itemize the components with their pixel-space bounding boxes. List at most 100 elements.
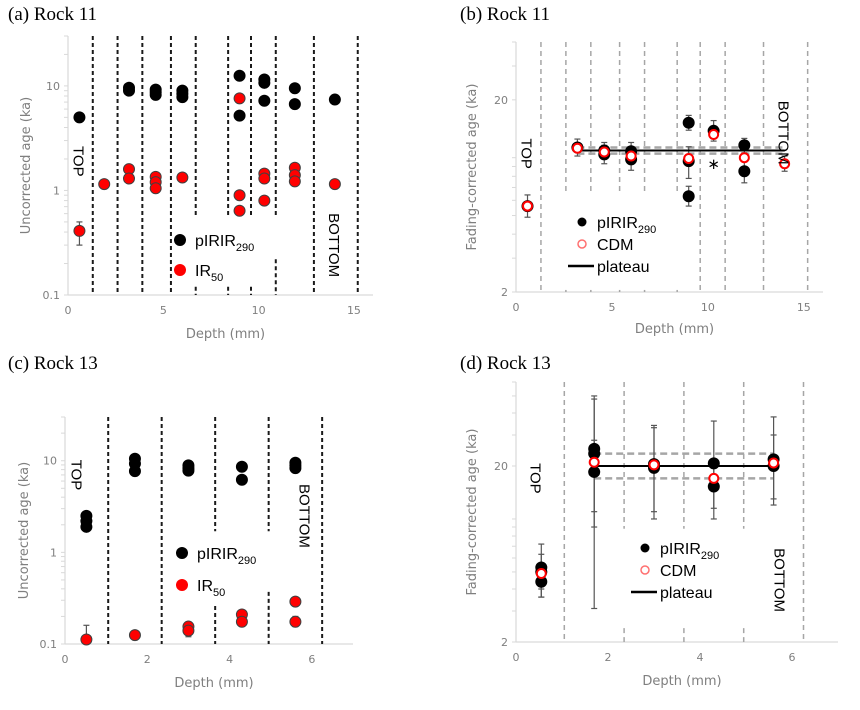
data-point-ir50	[233, 189, 246, 202]
data-point-pirir290	[123, 81, 135, 94]
legend-label-main: IR	[195, 263, 211, 280]
y-tick-label: 20	[494, 460, 508, 473]
legend-marker-ir50	[176, 579, 188, 591]
top-label: TOP	[527, 463, 544, 494]
panel-title: (a) Rock 11	[8, 4, 97, 25]
y-axis-label: Fading-corrected age (ka)	[465, 84, 480, 251]
data-point-pirir290	[258, 76, 271, 89]
data-point-pirir290	[288, 82, 301, 95]
data-point-pirir290	[328, 93, 341, 106]
data-point-cdm	[708, 129, 720, 141]
data-point-ir50	[235, 615, 248, 628]
data-point-cdm	[522, 200, 534, 212]
y-tick-label: 2	[501, 636, 508, 649]
legend-label: pIRIR290	[197, 546, 256, 567]
legend-marker-pirir290	[577, 217, 587, 227]
panel-a-rock11-uncorrected: (a) Rock 11 0.1 1 10 0 5 10 15 Depth (mm) Uncorr…	[0, 0, 430, 345]
y-tick-label: 20	[494, 94, 508, 107]
bottom-label: BOTTOM	[325, 213, 342, 277]
y-tick-label: 2	[501, 286, 508, 299]
y-tick-label: 10	[43, 455, 57, 468]
legend-label-subscript: 290	[638, 224, 656, 236]
data-point-pirir290	[233, 69, 246, 82]
legend-label-subscript: 290	[236, 242, 254, 254]
panel-title: (c) Rock 13	[8, 353, 98, 374]
legend-label: CDM	[597, 237, 633, 254]
data-point-cdm	[648, 459, 660, 471]
data-point-pirir290	[288, 98, 301, 111]
legend-label-main: plateau	[597, 259, 650, 276]
x-axis-label: Depth (mm)	[642, 674, 721, 689]
legend-label: plateau	[597, 259, 650, 276]
data-point-cdm	[779, 158, 791, 170]
panel-c-rock13-uncorrected: (c) Rock 13 0.1 1 10 0 2 4 6 Depth (mm) Uncorrec…	[0, 353, 430, 710]
data-point-pirir290	[235, 460, 248, 473]
data-point-ir50	[80, 633, 93, 646]
y-tick-label: 10	[46, 80, 60, 93]
top-label: TOP	[69, 146, 86, 177]
data-point-ir50	[123, 172, 135, 185]
y-tick-label: 0.1	[43, 289, 61, 302]
panel-d-rock13-fading-corrected: (d) Rock 13 2 20 0 2 4 6 Depth (mm) Fading-corr…	[430, 353, 860, 710]
legend-label: CDM	[660, 563, 696, 580]
data-point-ir50	[98, 178, 111, 191]
data-point-pirir290	[235, 473, 248, 486]
x-tick-label: 0	[513, 301, 520, 314]
x-tick-label: 2	[144, 653, 151, 666]
data-point-ir50	[128, 629, 141, 642]
data-point-ir50	[258, 194, 271, 207]
data-point-pirir290	[682, 116, 695, 129]
bottom-label: BOTTOM	[775, 101, 792, 165]
x-tick-label: 0	[513, 651, 520, 664]
legend-label-main: pIRIR	[195, 233, 236, 250]
data-point-pirir290	[738, 165, 751, 178]
legend-label: pIRIR290	[195, 233, 254, 254]
legend-marker-ir50	[174, 264, 186, 276]
x-tick-label: 6	[308, 653, 315, 666]
x-axis-label: Depth (mm)	[635, 322, 714, 337]
panel-title: (d) Rock 13	[460, 353, 551, 374]
legend-label-main: pIRIR	[197, 546, 238, 563]
legend-marker-pirir290	[640, 543, 650, 553]
data-point-pirir290	[588, 465, 601, 478]
data-point-ir50	[149, 182, 162, 195]
legend-label: pIRIR290	[660, 541, 719, 562]
data-point-pirir290	[233, 109, 246, 122]
x-tick-label: 4	[226, 653, 233, 666]
data-point-cdm	[738, 152, 750, 164]
x-tick-label: 15	[797, 301, 811, 314]
panel-b-rock11-fading-corrected: (b) Rock 11 2 20 0 5 10 15 Depth (mm) Fading-co…	[430, 0, 860, 345]
data-point-pirir290	[176, 84, 189, 97]
bottom-label: BOTTOM	[771, 548, 788, 612]
top-label: TOP	[67, 460, 84, 491]
data-point-pirir290	[682, 190, 695, 203]
legend-label-main: CDM	[660, 563, 696, 580]
data-point-ir50	[289, 615, 302, 628]
x-tick-label: 5	[608, 301, 615, 314]
x-tick-label: 10	[252, 304, 266, 317]
y-axis-label: Uncorrected age (ka)	[17, 462, 32, 599]
x-tick-label: 15	[347, 304, 361, 317]
legend-marker-pirir290	[176, 547, 188, 559]
legend-label-subscript: 290	[238, 555, 256, 567]
data-point-cdm	[683, 153, 695, 165]
bottom-label: BOTTOM	[296, 484, 313, 548]
legend-label: IR50	[195, 263, 223, 284]
data-point-cdm	[625, 150, 637, 162]
data-point-ir50	[288, 175, 301, 188]
y-axis-label: Fading-corrected age (ka)	[465, 429, 480, 596]
chart-svg: 0.1 1 10 0 2 4 6 Depth (mm) Uncorrected age (ka)…	[17, 416, 353, 691]
panel-title: (b) Rock 11	[460, 4, 551, 25]
legend-marker-cdm	[577, 239, 587, 249]
legend-marker-pirir290	[174, 234, 186, 246]
data-point-ir50	[289, 595, 302, 608]
x-tick-label: 5	[160, 304, 167, 317]
data-point-ir50	[182, 624, 195, 637]
legend-label-main: CDM	[597, 237, 633, 254]
top-label: TOP	[518, 138, 535, 169]
legend-label-subscript: 50	[211, 272, 223, 284]
x-tick-label: 2	[605, 651, 612, 664]
legend-marker-cdm	[640, 565, 650, 575]
x-tick-label: 4	[697, 651, 704, 664]
data-point-pirir290	[128, 465, 141, 478]
